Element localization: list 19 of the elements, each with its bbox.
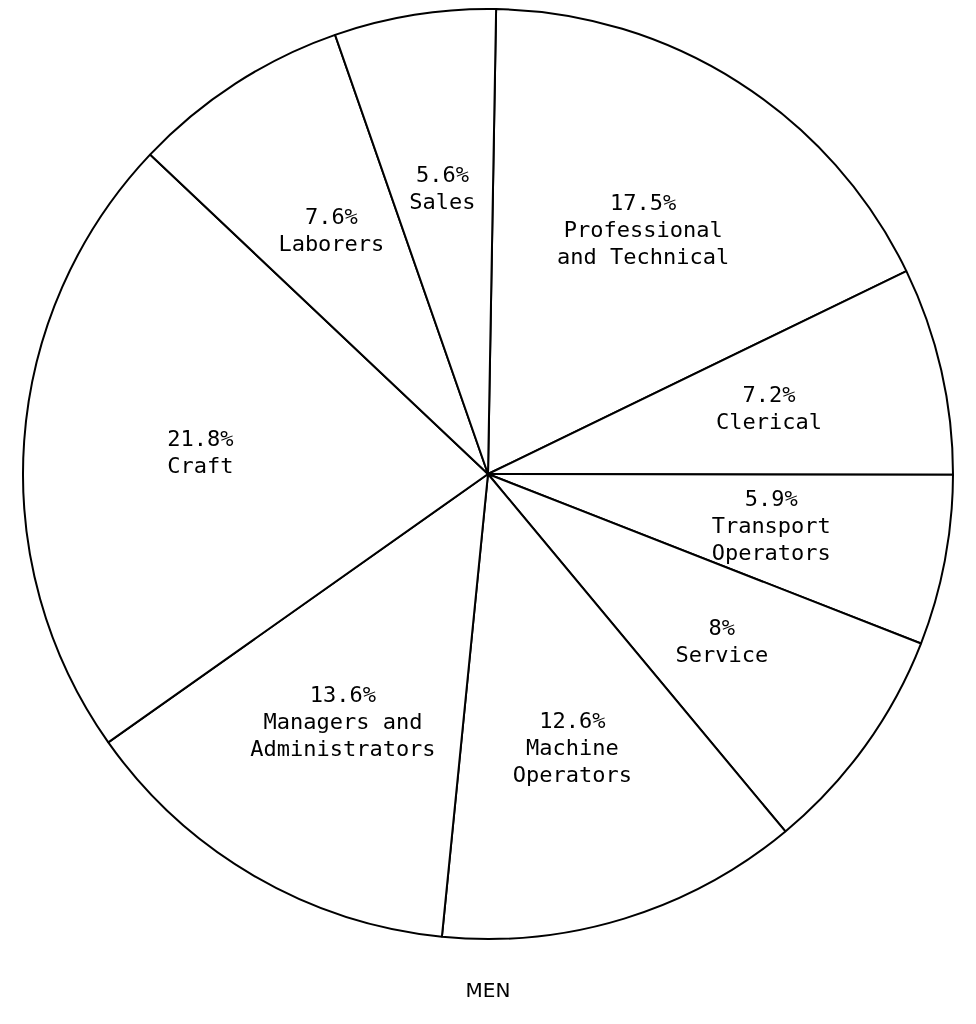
data-label: 5.6%: [415, 161, 469, 187]
slice-label: Craft: [167, 452, 234, 478]
slice-label: Service: [675, 641, 769, 667]
data-label: 7.6%: [304, 204, 358, 230]
data-label: 13.6%: [309, 681, 377, 707]
slice-label: Laborers: [278, 231, 385, 257]
slice-label: Managers and Administrators: [250, 708, 436, 761]
text: MEN: [465, 978, 511, 1003]
slice-label: Clerical: [716, 408, 823, 434]
data-label: 8%: [708, 614, 736, 640]
slice-label: Professional and Technical: [557, 216, 730, 269]
data-label: 21.8%: [167, 425, 234, 451]
data-label: 17.5%: [610, 189, 677, 215]
slice-label: Sales: [409, 188, 476, 214]
data-label: 7.2%: [742, 381, 796, 407]
slice-label: Transport Operators: [711, 513, 831, 566]
slice-label: Machine Operators: [512, 735, 633, 788]
data-label: 12.6%: [539, 708, 606, 734]
data-label: 5.9%: [744, 486, 798, 512]
